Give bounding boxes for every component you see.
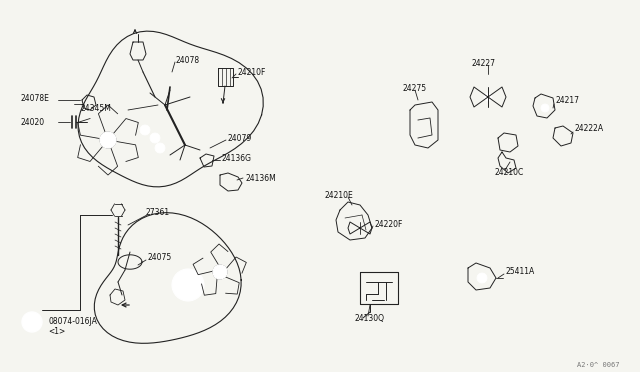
Text: <1>: <1> xyxy=(48,327,65,337)
Text: 24220F: 24220F xyxy=(375,219,403,228)
Text: 27361: 27361 xyxy=(145,208,169,217)
Text: 24078E: 24078E xyxy=(20,93,49,103)
Text: 25411A: 25411A xyxy=(506,267,535,276)
Text: 24345M: 24345M xyxy=(80,103,111,112)
Text: 24227: 24227 xyxy=(472,58,496,67)
Text: 24020: 24020 xyxy=(20,118,44,126)
Text: 24130Q: 24130Q xyxy=(355,314,385,323)
Text: 24210F: 24210F xyxy=(238,67,266,77)
Circle shape xyxy=(213,265,227,279)
Circle shape xyxy=(155,143,165,153)
Circle shape xyxy=(22,312,42,332)
Circle shape xyxy=(140,125,150,135)
Text: 24222A: 24222A xyxy=(575,124,604,132)
Circle shape xyxy=(484,93,492,101)
Circle shape xyxy=(541,104,549,112)
Text: 24210E: 24210E xyxy=(325,190,354,199)
Text: 24210C: 24210C xyxy=(495,167,524,176)
Text: 24275: 24275 xyxy=(403,83,427,93)
Circle shape xyxy=(100,132,116,148)
Text: 24136G: 24136G xyxy=(222,154,252,163)
Circle shape xyxy=(172,269,204,301)
Text: A2·0^ 0067: A2·0^ 0067 xyxy=(577,362,620,368)
Text: B: B xyxy=(28,317,36,327)
Text: 24079: 24079 xyxy=(228,134,252,142)
Text: 24075: 24075 xyxy=(148,253,172,263)
Text: 24136M: 24136M xyxy=(245,173,276,183)
Text: 24217: 24217 xyxy=(556,96,580,105)
Circle shape xyxy=(477,273,487,283)
Text: 24078: 24078 xyxy=(175,55,199,64)
Circle shape xyxy=(180,277,196,293)
Circle shape xyxy=(150,133,160,143)
Text: 08074-016JA: 08074-016JA xyxy=(48,317,97,327)
